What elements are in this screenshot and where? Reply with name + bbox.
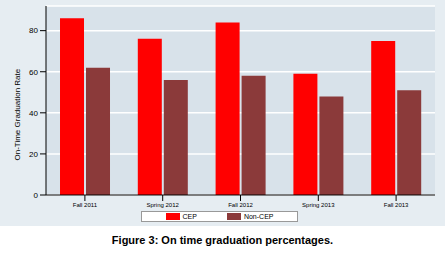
html-text:Non-CEP: Non-CEP: [243, 213, 274, 220]
svg-text:40: 40: [29, 109, 38, 118]
html-text:CEP: CEP: [182, 213, 197, 220]
html-text:Figure 3: On time graduation p: Figure 3: On time graduation percentages…: [111, 234, 334, 246]
svg-text:Fall 2011: Fall 2011: [73, 202, 98, 208]
svg-text:Spring 2012: Spring 2012: [147, 202, 180, 208]
svg-text:0: 0: [34, 191, 39, 200]
svg-text:20: 20: [29, 150, 38, 159]
svg-text:Fall 2013: Fall 2013: [384, 202, 409, 208]
svg-text:Spring 2013: Spring 2013: [302, 202, 335, 208]
svg-text:60: 60: [29, 68, 38, 77]
svg-text:On-Time Graduation Rate: On-Time Graduation Rate: [13, 68, 22, 160]
svg-text:80: 80: [29, 26, 38, 35]
svg-text:Fall 2012: Fall 2012: [228, 202, 253, 208]
